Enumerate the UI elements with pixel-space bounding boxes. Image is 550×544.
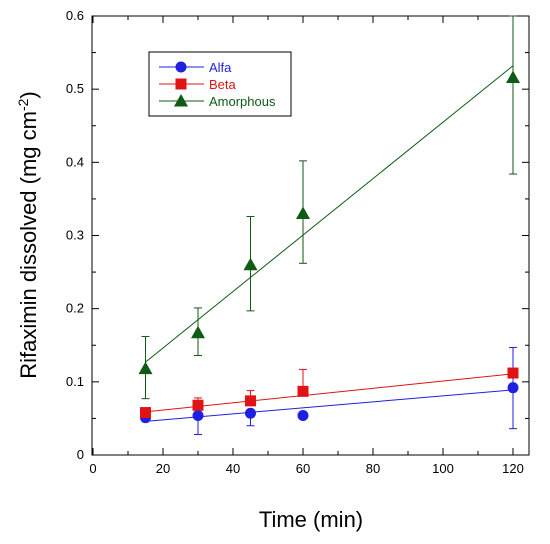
y-axis-title-superscript: -2: [15, 98, 31, 111]
series-beta: [140, 367, 519, 419]
legend-marker-amorphous: [174, 94, 188, 107]
legend-label-beta: Beta: [209, 77, 237, 92]
data-point-beta: [245, 395, 256, 407]
series-amorphous: [138, 15, 520, 400]
y-tick-label: 0.3: [66, 228, 84, 243]
legend-label-amorphous: Amorphous: [209, 94, 276, 109]
y-tick-label: 0: [77, 447, 84, 462]
data-point-alfa: [245, 407, 256, 419]
data-point-amorphous: [138, 361, 153, 375]
data-point-amorphous: [296, 206, 310, 220]
y-tick-label: 0.5: [66, 81, 84, 96]
y-tick-label: 0.1: [66, 374, 84, 389]
data-point-beta: [140, 407, 151, 419]
fit-line-amorphous: [145, 65, 514, 363]
series-layer: [138, 15, 520, 436]
data-point-alfa: [507, 382, 519, 394]
data-point-beta: [297, 385, 309, 397]
legend: Alfa Beta Amorphous: [148, 51, 292, 117]
legend-label-alfa: Alfa: [209, 60, 232, 75]
data-point-amorphous: [243, 257, 258, 271]
fit-line-alfa: [145, 389, 514, 422]
x-axis-title: Time (min): [259, 507, 363, 532]
x-tick-label: 60: [296, 461, 310, 476]
data-point-beta: [192, 399, 204, 411]
x-tick-label: 100: [432, 461, 454, 476]
x-tick-label: 40: [226, 461, 240, 476]
y-tick-label: 0.2: [66, 301, 84, 316]
series-alfa: [140, 346, 519, 436]
fit-line-beta: [145, 373, 514, 413]
y-axis-title-tail: ): [16, 91, 41, 98]
data-point-alfa: [192, 409, 204, 421]
data-point-amorphous: [191, 325, 205, 339]
data-point-beta: [507, 367, 519, 379]
y-tick-label: 0.6: [66, 8, 84, 23]
y-tick-label: 0.4: [66, 154, 84, 169]
x-tick-label: 20: [156, 461, 170, 476]
x-tick-label: 80: [366, 461, 380, 476]
axis-ticks: 0 20 40 60 80 100 120 0 0.1 0.2 0.3 0.4 0.5 0.6: [66, 8, 529, 476]
x-tick-label: 120: [502, 461, 524, 476]
data-point-alfa: [297, 409, 309, 421]
data-point-amorphous: [506, 70, 520, 83]
x-tick-label: 0: [89, 461, 96, 476]
y-axis-title: Rifaximin dissolved (mg cm-2): [15, 91, 41, 379]
legend-marker-alfa: [175, 61, 187, 73]
legend-marker-beta: [175, 78, 187, 90]
y-axis-title-main: Rifaximin dissolved (mg cm: [16, 111, 41, 379]
